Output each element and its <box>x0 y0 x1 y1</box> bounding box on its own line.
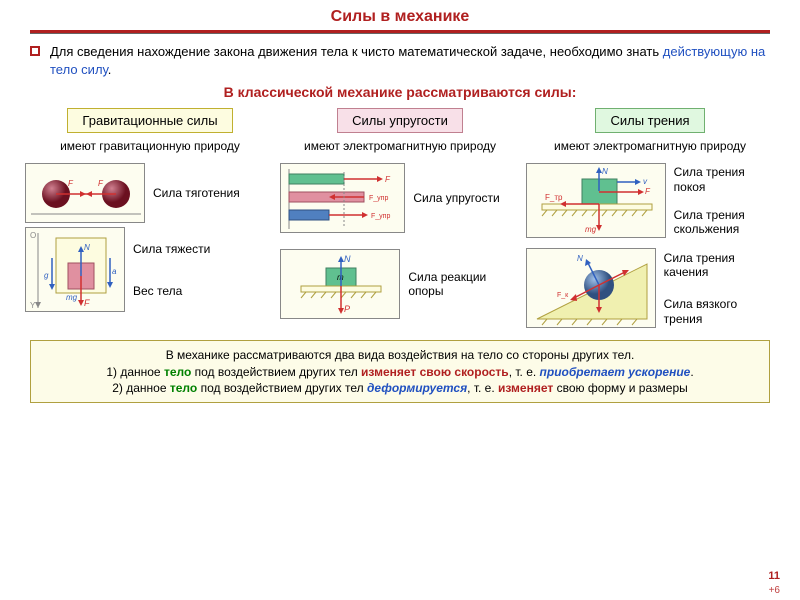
nature-elast: имеют электромагнитную природу <box>280 139 520 153</box>
subheading: В классической механике рассматриваются … <box>0 84 800 100</box>
svg-text:O: O <box>30 231 36 240</box>
svg-text:F_упр: F_упр <box>369 195 388 202</box>
category-fric: Силы трения <box>595 108 704 133</box>
category-row: Гравитационные силы имеют гравитационную… <box>0 108 800 159</box>
title-underline <box>30 30 770 33</box>
diagram-two-spheres: F F <box>25 163 145 223</box>
col3: N mg F F_тр v Сила трения покоя С <box>526 159 775 332</box>
f2a: 1) данное <box>106 365 164 379</box>
col-grav: Гравитационные силы имеют гравитационную… <box>30 108 270 159</box>
diagram-friction-roll: N F_к <box>526 248 656 328</box>
svg-text:F: F <box>84 298 90 308</box>
f2d: изменяет свою скорость <box>361 365 509 379</box>
svg-text:Y: Y <box>30 301 36 310</box>
svg-text:F_к: F_к <box>557 292 569 299</box>
f3a: 2) данное <box>112 381 170 395</box>
svg-text:mg: mg <box>585 225 597 234</box>
label-weight: Вес тела <box>133 284 210 298</box>
f2g: . <box>690 365 693 379</box>
svg-text:N: N <box>84 243 90 252</box>
item-gravity-attract: F F Сила тяготения <box>25 163 274 223</box>
diagram-elastic: F F_упр F_упр <box>280 163 405 233</box>
bullet-icon <box>30 46 40 56</box>
footer-line1: В механике рассматриваются два вида возд… <box>41 347 759 363</box>
svg-text:g: g <box>44 271 49 280</box>
diagrams-area: F F Сила тяготения O Y F <box>0 159 800 332</box>
col1: F F Сила тяготения O Y F <box>25 159 274 332</box>
item-elastic: F F_упр F_упр Сила упругости <box>280 163 519 233</box>
intro-text: Для сведения нахождение закона движения … <box>50 43 780 78</box>
svg-text:mg: mg <box>66 293 78 302</box>
intro-row: Для сведения нахождение закона движения … <box>0 41 800 80</box>
f2f: приобретает ускорение <box>540 365 691 379</box>
page-sub: +6 <box>769 585 780 596</box>
svg-text:v: v <box>643 177 648 186</box>
diagram-reaction: m N P <box>280 249 400 319</box>
nature-fric: имеют электромагнитную природу <box>530 139 770 153</box>
f3e: , т. е. <box>467 381 498 395</box>
intro-pre: Для сведения нахождение закона движения … <box>50 44 663 59</box>
f2e: , т. е. <box>509 365 540 379</box>
svg-text:N: N <box>577 254 583 263</box>
label-reaction: Сила реакции опоры <box>408 270 519 299</box>
label-fric-static: Сила трения покоя <box>674 165 775 194</box>
f3g: свою форму и размеры <box>553 381 688 395</box>
svg-text:a: a <box>112 267 117 276</box>
item-fric-block: N mg F F_тр v Сила трения покоя С <box>526 163 775 238</box>
footer-line2: 1) данное тело под воздействием других т… <box>41 364 759 380</box>
nature-grav: имеют гравитационную природу <box>30 139 270 153</box>
label-fric-visc: Сила вязкого трения <box>664 297 775 326</box>
f3d: деформируется <box>367 381 467 395</box>
f2c: под воздействием других тел <box>191 365 361 379</box>
label-elastic: Сила упругости <box>413 191 499 205</box>
page-number: 11 <box>768 570 780 582</box>
svg-text:F: F <box>98 179 104 188</box>
svg-text:F_упр: F_упр <box>371 213 390 220</box>
label-gravity-attract: Сила тяготения <box>153 186 240 200</box>
footer-box: В механике рассматриваются два вида возд… <box>30 340 770 403</box>
label-gravity: Сила тяжести <box>133 242 210 256</box>
svg-text:F: F <box>68 179 74 188</box>
label-fric-roll: Сила трения качения <box>664 251 775 280</box>
diagram-friction-block: N mg F F_тр v <box>526 163 666 238</box>
col2: F F_упр F_упр Сила упругости m <box>280 159 519 332</box>
f3c: под воздействием других тел <box>197 381 367 395</box>
item-gravity: O Y F N g a mg <box>25 227 274 312</box>
f3b: тело <box>170 381 197 395</box>
svg-text:P: P <box>344 304 350 314</box>
svg-text:F: F <box>645 187 651 196</box>
svg-text:N: N <box>602 167 608 176</box>
label-fric-slide: Сила трения скольжения <box>674 208 775 237</box>
diagram-gravity: O Y F N g a mg <box>25 227 125 312</box>
category-grav: Гравитационные силы <box>67 108 232 133</box>
item-fric-roll: N F_к Сила трения качения Сила вязкого т… <box>526 248 775 328</box>
category-elast: Силы упругости <box>337 108 463 133</box>
col-fric: Силы трения имеют электромагнитную приро… <box>530 108 770 159</box>
col-elast: Силы упругости имеют электромагнитную пр… <box>280 108 520 159</box>
intro-post: . <box>108 62 112 77</box>
svg-text:F_тр: F_тр <box>545 193 563 202</box>
page-title: Силы в механике <box>0 0 800 30</box>
footer-line3: 2) данное тело под воздействием других т… <box>41 380 759 396</box>
svg-text:N: N <box>344 254 351 264</box>
f3f: изменяет <box>498 381 553 395</box>
f2b: тело <box>164 365 191 379</box>
svg-text:F: F <box>385 175 391 184</box>
item-reaction: m N P Сила реакции опоры <box>280 249 519 319</box>
